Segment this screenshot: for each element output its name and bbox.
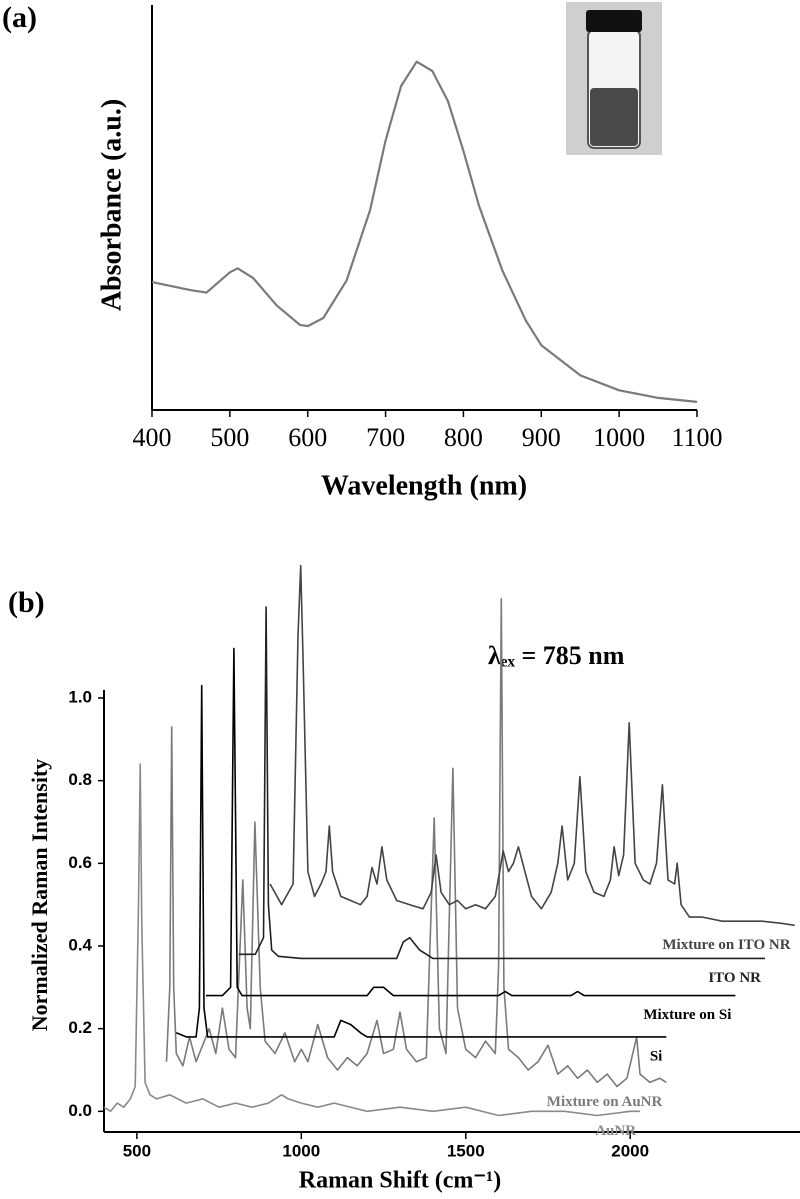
spectrum-line: [165, 598, 667, 1088]
x-tick-label: 700: [366, 423, 405, 452]
x-tick-label: 2000: [611, 1141, 649, 1160]
spectrum-line: [238, 606, 765, 960]
spectrum-line: [151, 60, 698, 403]
x-tick-label: 1000: [282, 1141, 320, 1160]
vial-photo: [566, 2, 662, 155]
series-label: AuNR: [595, 1123, 636, 1139]
y-tick-label: 0.0: [68, 1101, 92, 1120]
x-tick-label: 800: [444, 423, 483, 452]
spectrum-line: [205, 647, 736, 997]
x-tick-label: 900: [522, 423, 561, 452]
x-axis-label: Raman Shift (cm⁻¹): [299, 1168, 502, 1194]
y-tick-label: 0.8: [68, 770, 92, 789]
x-tick-label: 1500: [447, 1141, 485, 1160]
x-tick-label: 500: [210, 423, 249, 452]
series-label: ITO NR: [708, 970, 761, 986]
y-tick-label: 0.6: [68, 853, 92, 872]
series-label: Mixture on ITO NR: [662, 937, 790, 953]
x-tick-label: 400: [133, 423, 172, 452]
vial-cap: [586, 10, 642, 32]
spectrum-line: [269, 564, 795, 927]
annotation: λₑₓ = 785 nm: [488, 641, 625, 670]
spectrum-line: [103, 763, 640, 1117]
panel-title: (b): [8, 586, 45, 619]
y-axis-label: Normalized Raman Intensity: [27, 759, 52, 1032]
series-label: Mixture on Si: [643, 1007, 731, 1023]
y-tick-label: 0.4: [68, 935, 92, 954]
x-tick-label: 1100: [671, 423, 722, 452]
x-tick-label: 600: [288, 423, 327, 452]
y-tick-label: 0.2: [68, 1018, 92, 1037]
x-axis-label: Wavelength (nm): [321, 470, 527, 501]
x-tick-label: 1000: [593, 423, 645, 452]
panel-title: (a): [2, 1, 37, 34]
vial-liquid: [590, 88, 638, 146]
y-tick-label: 1.0: [68, 687, 92, 706]
series-label: Mixture on AuNR: [547, 1094, 663, 1110]
x-tick-label: 500: [123, 1141, 151, 1160]
series-label: Si: [650, 1048, 663, 1064]
y-axis-label: Absorbance (a.u.): [96, 99, 127, 311]
spectrum-line: [175, 684, 667, 1038]
